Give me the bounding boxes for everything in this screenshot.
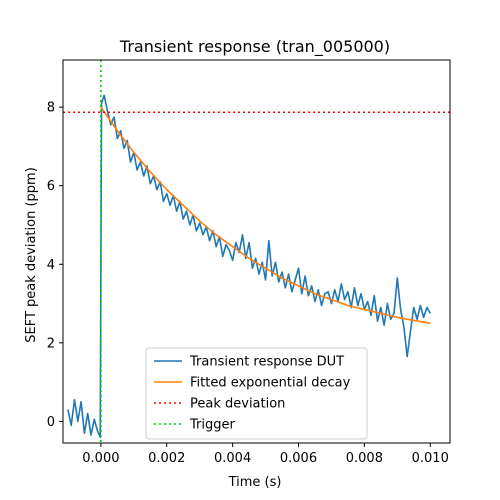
- y-tick-label-2: 4: [47, 258, 55, 273]
- x-tick-label-2: 0.004: [214, 451, 251, 466]
- x-tick-label-1: 0.002: [148, 451, 185, 466]
- y-tick-label-0: 0: [47, 415, 55, 430]
- y-tick-label-4: 8: [47, 101, 55, 116]
- x-tick-label-4: 0.008: [346, 451, 383, 466]
- x-tick-label-3: 0.006: [280, 451, 317, 466]
- legend-label-2: Peak deviation: [190, 397, 285, 412]
- y-axis-label: SEFT peak deviation (ppm): [24, 167, 39, 343]
- y-tick-label-1: 2: [47, 336, 55, 351]
- legend: Transient response DUT Fitted exponential…: [146, 348, 367, 439]
- series-line-1: [101, 107, 430, 323]
- x-tick-label-0: 0.000: [82, 451, 119, 466]
- x-axis-label: Time (s): [228, 475, 282, 490]
- legend-label-0: Transient response DUT: [189, 355, 344, 370]
- chart-title: Transient response (tran_005000): [119, 37, 390, 57]
- legend-label-3: Trigger: [189, 418, 235, 433]
- x-tick-label-5: 0.010: [412, 451, 449, 466]
- legend-label-1: Fitted exponential decay: [190, 376, 351, 391]
- y-tick-label-3: 6: [47, 179, 55, 194]
